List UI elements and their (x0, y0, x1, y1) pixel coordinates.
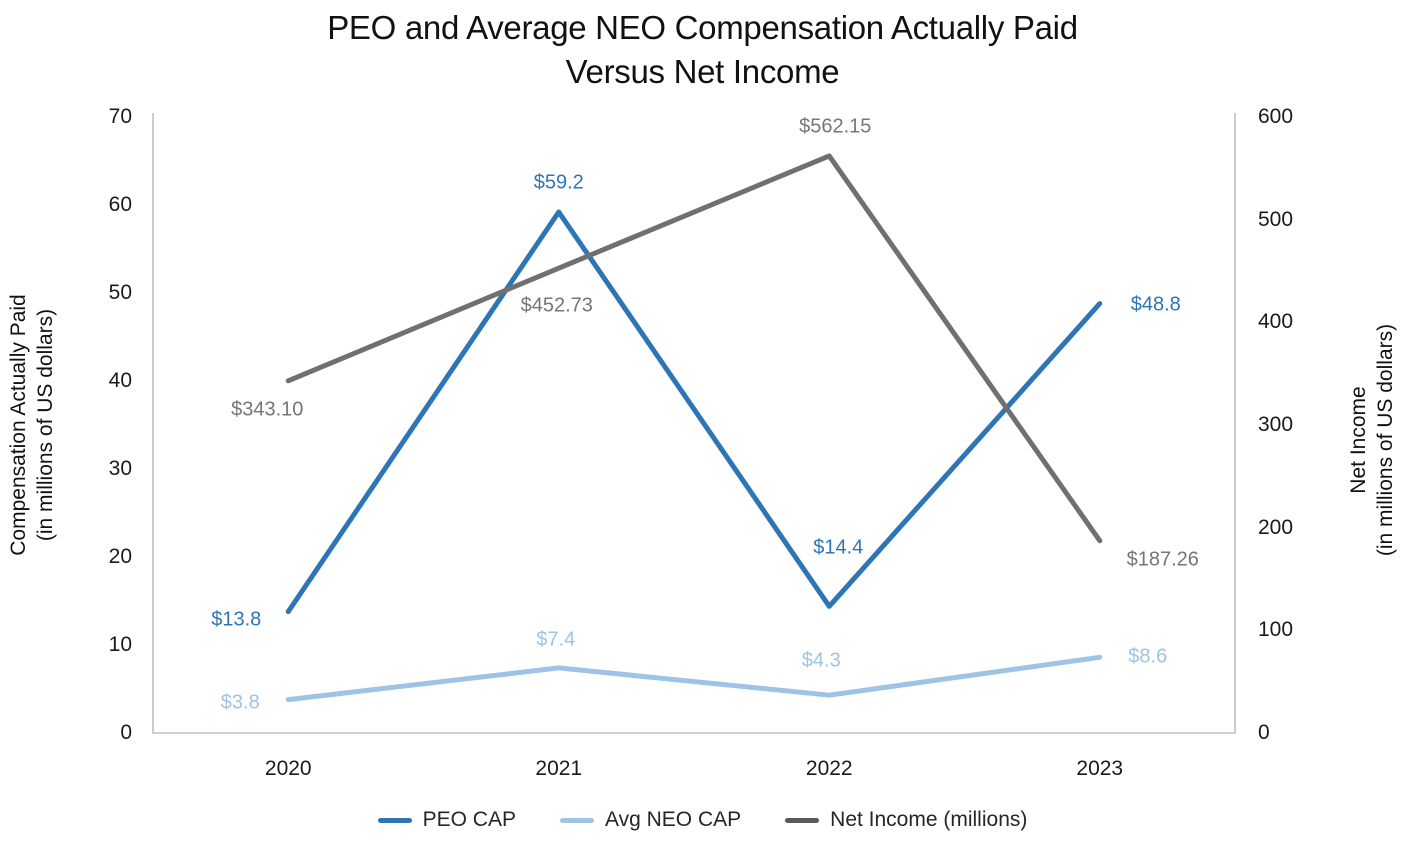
legend-item: PEO CAP (377, 808, 516, 832)
data-label: $48.8 (1130, 293, 1181, 316)
legend-item: Net Income (millions) (785, 808, 1027, 832)
data-label: $187.26 (1126, 548, 1199, 571)
right-tick-label: 100 (1258, 618, 1294, 642)
right-tick-label: 600 (1258, 105, 1294, 128)
right-tick-label: 500 (1258, 207, 1294, 231)
legend-swatch-icon (559, 817, 594, 823)
left-tick-label: 30 (108, 457, 132, 480)
chart-title: PEO and Average NEO Compensation Actuall… (0, 6, 1405, 94)
data-label: $13.8 (211, 608, 262, 631)
right-tick-label: 400 (1258, 310, 1294, 334)
left-tick-label: 10 (108, 633, 132, 656)
data-label: $3.8 (220, 691, 260, 714)
left-tick-label: 40 (108, 369, 132, 392)
legend-swatch-icon (377, 817, 412, 823)
data-label: $343.10 (231, 398, 304, 421)
legend-label: Net Income (millions) (830, 808, 1028, 831)
data-label: $8.6 (1128, 645, 1168, 668)
x-tick-label-2020: 2020 (264, 757, 312, 780)
data-label: $7.4 (536, 628, 576, 651)
right-tick-label: 0 (1258, 721, 1270, 744)
series-line-0 (285, 209, 1103, 615)
data-label: $14.4 (813, 536, 864, 559)
legend: PEO CAP Avg NEO CAP Net Income (millions) (0, 808, 1405, 832)
left-tick-label: 70 (108, 105, 132, 128)
data-label: $59.2 (533, 171, 584, 194)
series-line-1 (285, 654, 1103, 703)
x-tick-label-2022: 2022 (805, 757, 853, 780)
left-tick-label: 20 (108, 545, 132, 568)
legend-item: Avg NEO CAP (559, 808, 742, 832)
legend-label: Avg NEO CAP (604, 808, 742, 831)
data-label: $4.3 (801, 649, 841, 672)
chart-title-line1: PEO and Average NEO Compensation Actuall… (327, 9, 1078, 46)
data-label: $562.15 (799, 115, 872, 138)
right-tick-label: 300 (1258, 413, 1294, 436)
series-line-2 (285, 153, 1103, 544)
left-tick-label: 60 (108, 193, 132, 216)
left-tick-label: 0 (120, 721, 132, 744)
legend-swatch-icon (785, 817, 820, 823)
legend-label: PEO CAP (422, 808, 516, 831)
axis-frame (152, 113, 1236, 734)
x-tick-label-2023: 2023 (1076, 757, 1124, 780)
chart-title-line2: Versus Net Income (565, 53, 840, 90)
data-label: $452.73 (520, 294, 593, 317)
right-tick-label: 200 (1258, 515, 1294, 539)
left-tick-label: 50 (108, 281, 132, 304)
x-tick-label-2021: 2021 (535, 757, 583, 780)
